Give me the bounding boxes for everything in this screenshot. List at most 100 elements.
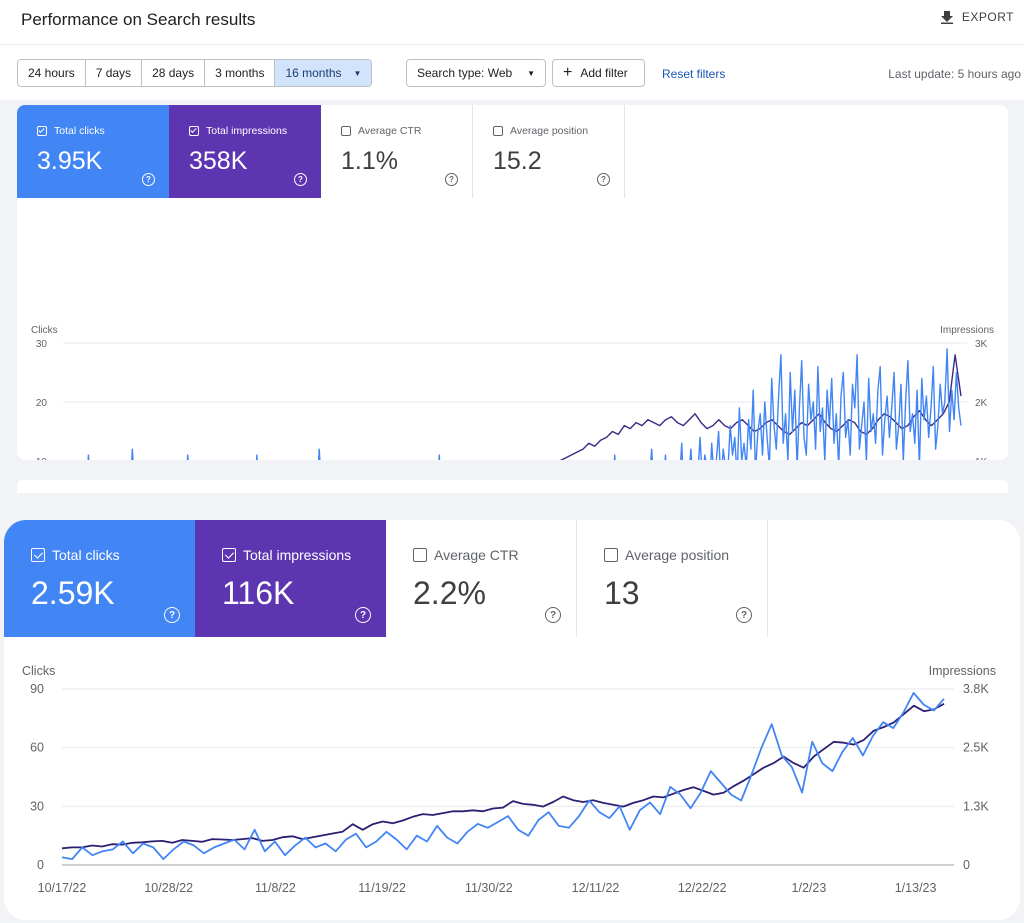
x-tick-label: 12/11/22	[572, 881, 620, 895]
y-tick-label: 0	[37, 858, 44, 872]
filter-bar: 24 hours 7 days 28 days 3 months 16 mont…	[0, 44, 1024, 100]
download-icon	[940, 11, 953, 24]
metric-value: 2.59K	[31, 575, 115, 611]
page-title: Performance on Search results	[21, 10, 256, 29]
checkbox-checked-icon	[37, 126, 47, 136]
y2-axis-title: Impressions	[929, 664, 996, 678]
y2-tick-label: 0	[963, 858, 970, 872]
metric-value: 116K	[222, 575, 295, 611]
add-filter-button[interactable]: + Add filter	[552, 59, 645, 87]
date-option-24-hours[interactable]: 24 hours	[18, 60, 86, 86]
help-icon[interactable]: ?	[445, 173, 458, 186]
help-icon[interactable]: ?	[355, 607, 371, 623]
date-option-7-days[interactable]: 7 days	[85, 60, 143, 86]
checkbox-unchecked-icon	[604, 548, 618, 562]
metric-card-total-impressions[interactable]: Total impressions 116K ?	[195, 520, 386, 637]
checkbox-unchecked-icon	[493, 126, 503, 136]
metric-label: Total clicks	[54, 125, 105, 137]
caret-down-icon: ▼	[353, 68, 362, 78]
impressions-series-line	[559, 354, 962, 460]
metric-label: Average position	[510, 125, 589, 137]
metric-card-average-position[interactable]: Average position 13 ?	[577, 520, 768, 637]
x-tick-label: 12/22/22	[678, 881, 727, 895]
date-option-label: 16 months	[285, 66, 342, 80]
plus-icon: +	[563, 64, 573, 81]
y-tick-label: 10	[36, 457, 48, 460]
search-type-dropdown[interactable]: Search type: Web ▼	[406, 59, 546, 87]
help-icon[interactable]: ?	[736, 607, 752, 623]
y-tick-label: 30	[36, 339, 48, 350]
metric-card-total-impressions[interactable]: Total impressions 358K ?	[169, 105, 321, 198]
clicks-series-line	[61, 692, 945, 861]
metric-value: 358K	[189, 147, 248, 175]
metric-card-average-ctr[interactable]: Average CTR 2.2% ?	[386, 520, 577, 637]
metric-cards: Total clicks 2.59K ? Total impressions 1…	[4, 520, 768, 637]
y2-tick-label: 2K	[975, 398, 988, 409]
caret-down-icon: ▼	[527, 68, 535, 78]
help-icon[interactable]: ?	[164, 607, 180, 623]
help-icon[interactable]: ?	[294, 173, 307, 186]
y2-axis-title: Impressions	[940, 325, 994, 336]
date-option-label: 7 days	[95, 66, 132, 80]
metric-card-average-position[interactable]: Average position 15.2 ?	[473, 105, 625, 198]
x-tick-label: 11/19/22	[358, 881, 406, 895]
metric-cards: Total clicks 3.95K ? Total impressions 3…	[17, 105, 625, 198]
search-type-label: Search type: Web	[417, 66, 513, 80]
metric-label: Average CTR	[434, 547, 519, 563]
y2-tick-label: 3K	[975, 339, 988, 350]
metric-label: Average position	[625, 547, 730, 563]
metric-card-total-clicks[interactable]: Total clicks 2.59K ?	[4, 520, 195, 637]
performance-chart-2[interactable]: Clicks Impressions 90 3.8K 60 2.5K 30 1.3K 0 0 10/…	[4, 655, 1020, 915]
date-option-label: 3 months	[215, 66, 265, 80]
last-update-text: Last update: 5 hours ago	[888, 67, 1021, 81]
metric-value: 1.1%	[341, 147, 398, 175]
y2-tick-label: 3.8K	[963, 682, 989, 696]
reset-filters-link[interactable]: Reset filters	[662, 67, 726, 81]
x-tick-label: 11/30/22	[465, 881, 513, 895]
metric-label: Total impressions	[206, 125, 288, 137]
performance-panel-2: Total clicks 2.59K ? Total impressions 1…	[4, 520, 1020, 920]
date-option-label: 24 hours	[28, 66, 75, 80]
x-tick-label: 10/17/22	[38, 881, 87, 895]
date-option-16-months[interactable]: 16 months ▼	[275, 60, 372, 86]
y-tick-label: 30	[30, 799, 44, 813]
date-option-28-days[interactable]: 28 days	[142, 60, 206, 86]
performance-panel-1: Total clicks 3.95K ? Total impressions 3…	[17, 105, 1008, 460]
y-tick-label: 60	[30, 741, 44, 755]
checkbox-checked-icon	[189, 126, 199, 136]
date-range-selector: 24 hours 7 days 28 days 3 months 16 mont…	[17, 59, 373, 87]
metric-value: 3.95K	[37, 147, 103, 175]
metric-value: 13	[604, 575, 640, 611]
metric-value: 2.2%	[413, 575, 486, 611]
y-tick-label: 20	[36, 398, 48, 409]
date-option-3-months[interactable]: 3 months	[205, 60, 276, 86]
y-tick-label: 90	[30, 682, 44, 696]
checkbox-checked-icon	[31, 548, 45, 562]
metric-card-total-clicks[interactable]: Total clicks 3.95K ?	[17, 105, 169, 198]
export-button[interactable]: EXPORT	[940, 10, 1014, 24]
metric-label: Total impressions	[243, 547, 352, 563]
export-label: EXPORT	[961, 10, 1014, 24]
x-tick-label: 10/28/22	[144, 881, 193, 895]
help-icon[interactable]: ?	[142, 173, 155, 186]
date-option-label: 28 days	[152, 66, 195, 80]
help-icon[interactable]: ?	[597, 173, 610, 186]
page-header: Performance on Search results EXPORT	[0, 0, 1024, 44]
y2-tick-label: 1.3K	[963, 799, 989, 813]
panel-divider	[17, 480, 1008, 493]
checkbox-checked-icon	[222, 548, 236, 562]
x-tick-label: 11/8/22	[255, 881, 296, 895]
metric-card-average-ctr[interactable]: Average CTR 1.1% ?	[321, 105, 473, 198]
x-tick-label: 1/13/23	[895, 881, 937, 895]
y2-tick-label: 1K	[975, 457, 988, 460]
y2-tick-label: 2.5K	[963, 741, 989, 755]
help-icon[interactable]: ?	[545, 607, 561, 623]
y-axis-title: Clicks	[31, 325, 58, 336]
metric-label: Average CTR	[358, 125, 422, 137]
checkbox-unchecked-icon	[341, 126, 351, 136]
add-filter-label: Add filter	[580, 66, 628, 80]
impressions-series-line	[61, 703, 945, 850]
y-axis-title: Clicks	[22, 664, 55, 678]
clicks-series-line	[87, 348, 962, 460]
performance-chart-1[interactable]: ClicksImpressions303K202K101K007/31/249/…	[17, 215, 1008, 460]
